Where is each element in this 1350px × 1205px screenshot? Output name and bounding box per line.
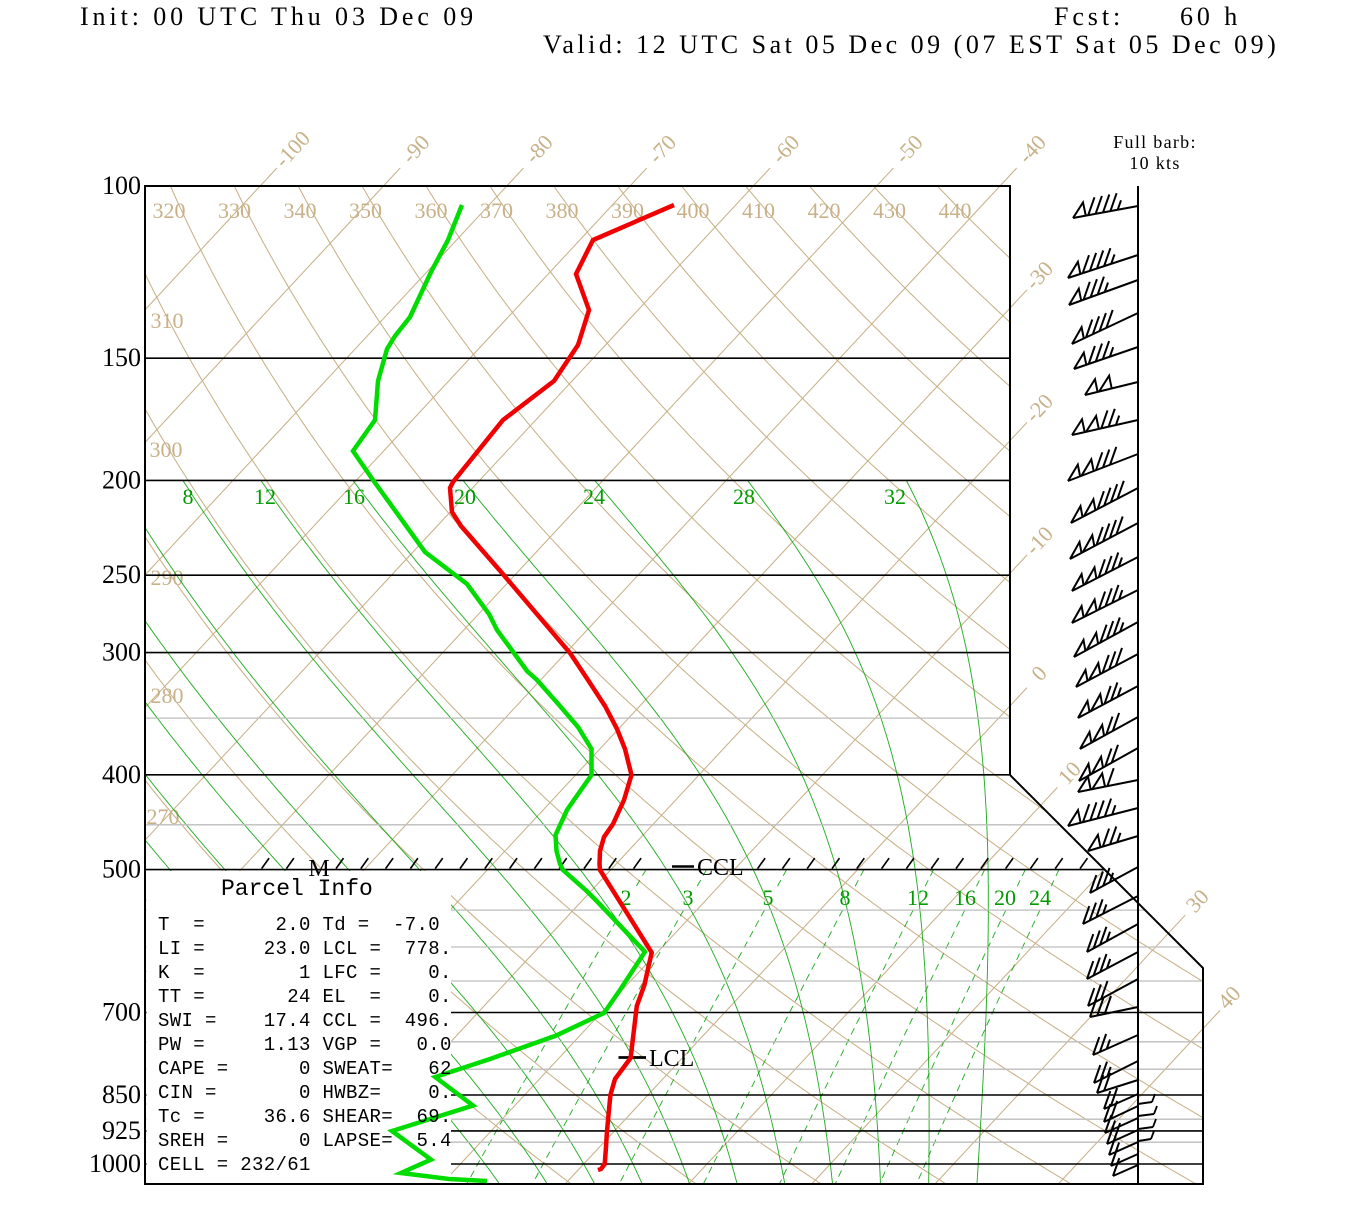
svg-text:CAPE = 0 SWEAT= 62: CAPE = 0 SWEAT= 62 (158, 1058, 452, 1080)
svg-text:16: 16 (343, 484, 365, 509)
svg-text:TT = 24 EL = 0.: TT = 24 EL = 0. (158, 986, 452, 1008)
svg-text:20: 20 (994, 885, 1016, 910)
svg-text:10 kts: 10 kts (1129, 153, 1180, 173)
svg-text:340: 340 (284, 198, 317, 223)
svg-text:420: 420 (808, 198, 841, 223)
svg-text:1000: 1000 (89, 1149, 141, 1178)
svg-text:24: 24 (1029, 885, 1051, 910)
svg-text:330: 330 (218, 198, 251, 223)
svg-text:Tc = 36.6 SHEAR= 69.: Tc = 36.6 SHEAR= 69. (158, 1106, 452, 1128)
svg-text:Valid: 12 UTC Sat 05 Dec 09 (0: Valid: 12 UTC Sat 05 Dec 09 (07 EST Sat … (543, 30, 1279, 59)
svg-text:Init: 00 UTC Thu 03 Dec 09: Init: 00 UTC Thu 03 Dec 09 (80, 2, 477, 31)
svg-text:16: 16 (954, 885, 976, 910)
svg-text:300: 300 (150, 437, 183, 462)
svg-text:150: 150 (102, 343, 141, 372)
svg-text:925: 925 (102, 1116, 141, 1145)
svg-text:SREH = 0 LAPSE= 5.4: SREH = 0 LAPSE= 5.4 (158, 1130, 452, 1152)
svg-text:T = 2.0 Td = -7.0: T = 2.0 Td = -7.0 (158, 914, 440, 936)
svg-text:200: 200 (102, 465, 141, 494)
svg-text:CELL = 232/61: CELL = 232/61 (158, 1154, 311, 1176)
svg-text:12: 12 (907, 885, 929, 910)
svg-text:Full barb:: Full barb: (1113, 132, 1197, 152)
svg-text:Parcel Info: Parcel Info (221, 876, 373, 902)
svg-text:310: 310 (151, 308, 184, 333)
svg-text:K = 1 LFC = 0.: K = 1 LFC = 0. (158, 962, 452, 984)
svg-text:LI = 23.0 LCL = 778.: LI = 23.0 LCL = 778. (158, 938, 452, 960)
svg-text:380: 380 (546, 198, 579, 223)
svg-text:M: M (308, 856, 329, 882)
svg-text:3: 3 (683, 885, 694, 910)
svg-text:5: 5 (763, 885, 774, 910)
svg-text:500: 500 (102, 855, 141, 884)
svg-text:360: 360 (415, 198, 448, 223)
svg-text:24: 24 (583, 484, 605, 509)
svg-text:320: 320 (153, 198, 186, 223)
svg-text:60 h: 60 h (1180, 2, 1241, 31)
svg-text:CIN = 0 HWBZ= 0.: CIN = 0 HWBZ= 0. (158, 1082, 452, 1104)
svg-text:300: 300 (102, 638, 141, 667)
svg-text:430: 430 (873, 198, 906, 223)
svg-text:400: 400 (677, 198, 710, 223)
svg-text:28: 28 (733, 484, 755, 509)
svg-text:CCL: CCL (697, 855, 744, 881)
svg-text:Fcst:: Fcst: (1054, 2, 1124, 31)
svg-text:410: 410 (742, 198, 775, 223)
svg-text:850: 850 (102, 1080, 141, 1109)
svg-text:LCL: LCL (649, 1046, 694, 1072)
svg-text:250: 250 (102, 560, 141, 589)
svg-text:8: 8 (183, 484, 194, 509)
svg-text:2: 2 (621, 885, 632, 910)
svg-text:370: 370 (480, 198, 513, 223)
svg-text:100: 100 (102, 171, 141, 200)
svg-text:280: 280 (151, 683, 184, 708)
svg-text:PW = 1.13 VGP = 0.0: PW = 1.13 VGP = 0.0 (158, 1034, 452, 1056)
svg-text:20: 20 (454, 484, 476, 509)
svg-text:350: 350 (349, 198, 382, 223)
svg-text:8: 8 (840, 885, 851, 910)
svg-text:700: 700 (102, 998, 141, 1027)
svg-text:SWI = 17.4 CCL = 496.: SWI = 17.4 CCL = 496. (158, 1010, 452, 1032)
svg-text:12: 12 (254, 484, 276, 509)
svg-text:400: 400 (102, 760, 141, 789)
svg-text:32: 32 (884, 484, 906, 509)
svg-text:440: 440 (939, 198, 972, 223)
